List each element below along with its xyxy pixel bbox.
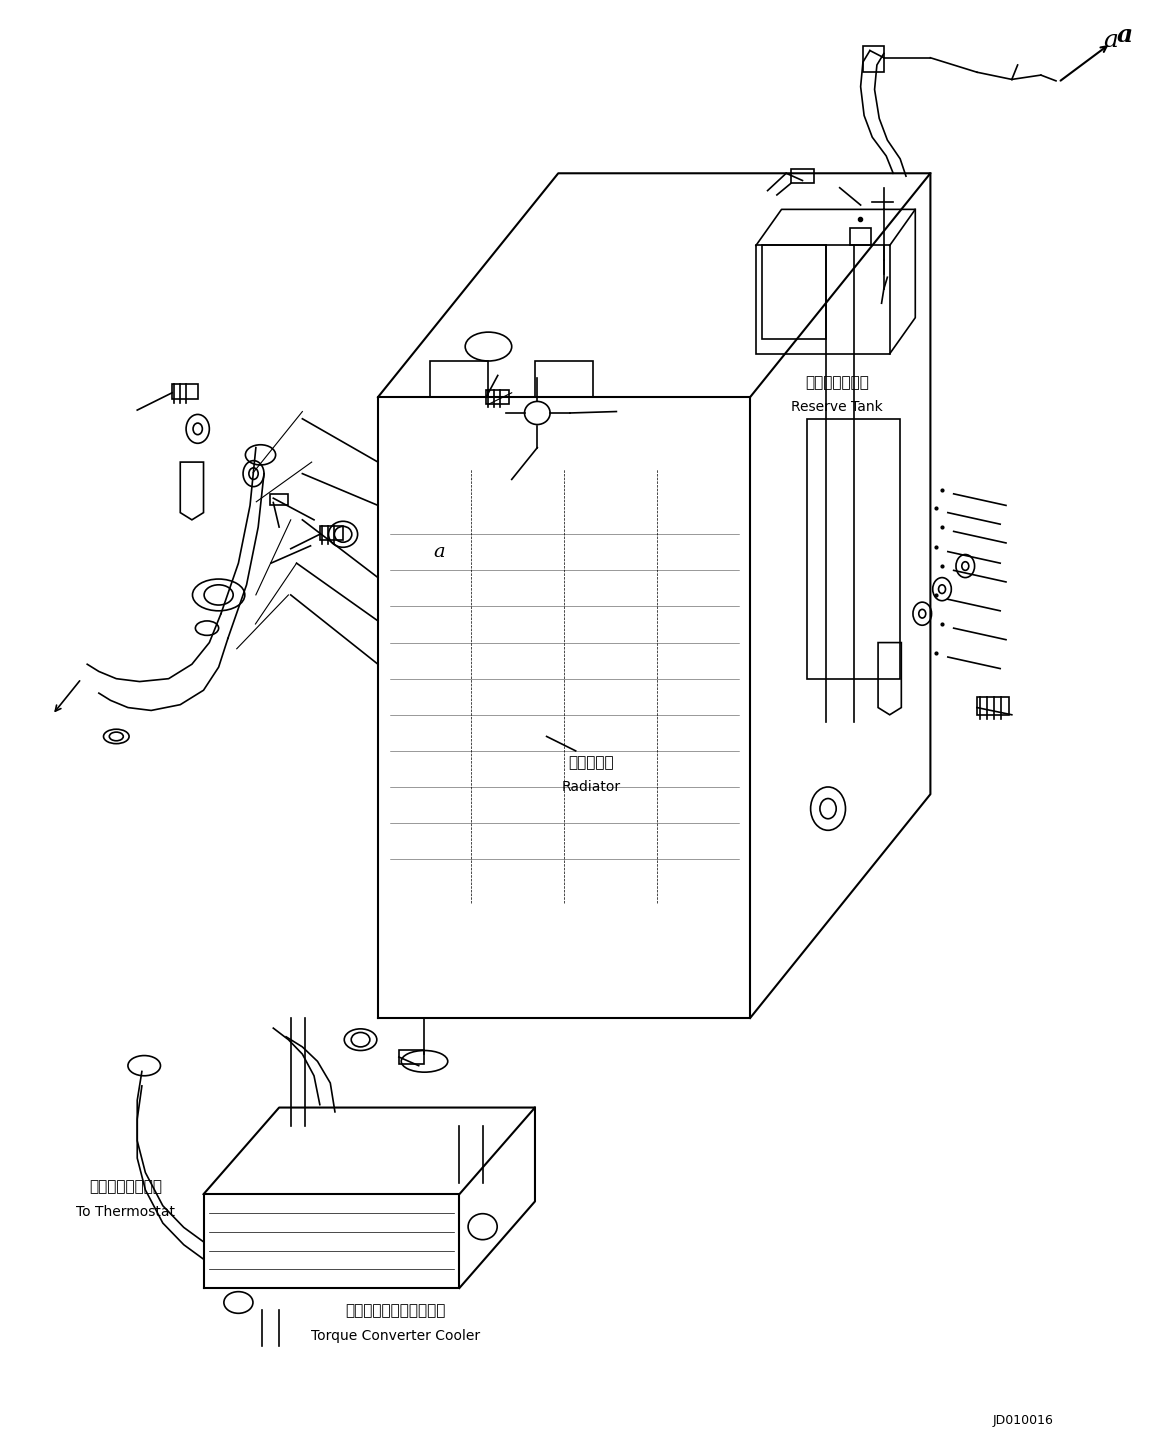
Text: JD010016: JD010016 xyxy=(993,1414,1054,1428)
Text: Torque Converter Cooler: Torque Converter Cooler xyxy=(311,1328,480,1343)
Bar xyxy=(270,494,288,505)
Bar xyxy=(486,390,509,404)
Bar xyxy=(807,419,900,679)
Bar xyxy=(399,1050,424,1064)
Bar xyxy=(977,697,1009,715)
Text: リザーブタンク: リザーブタンク xyxy=(806,375,869,390)
Text: サーモスタットへ: サーモスタットへ xyxy=(90,1180,162,1194)
Text: a: a xyxy=(1116,23,1133,46)
Text: Radiator: Radiator xyxy=(562,780,620,794)
Text: ラジエータ: ラジエータ xyxy=(568,755,614,770)
Text: a: a xyxy=(1104,29,1118,52)
Bar xyxy=(762,245,826,339)
Bar xyxy=(863,46,884,72)
Text: Reserve Tank: Reserve Tank xyxy=(792,400,883,414)
Text: トルクコンバータクーラ: トルクコンバータクーラ xyxy=(345,1304,445,1318)
Text: a: a xyxy=(434,543,445,560)
Bar xyxy=(849,228,870,245)
Bar xyxy=(535,361,593,397)
Bar xyxy=(791,169,814,183)
Bar xyxy=(430,361,488,397)
Text: To Thermostat: To Thermostat xyxy=(76,1204,176,1219)
Bar xyxy=(172,384,198,399)
Bar xyxy=(320,526,343,540)
